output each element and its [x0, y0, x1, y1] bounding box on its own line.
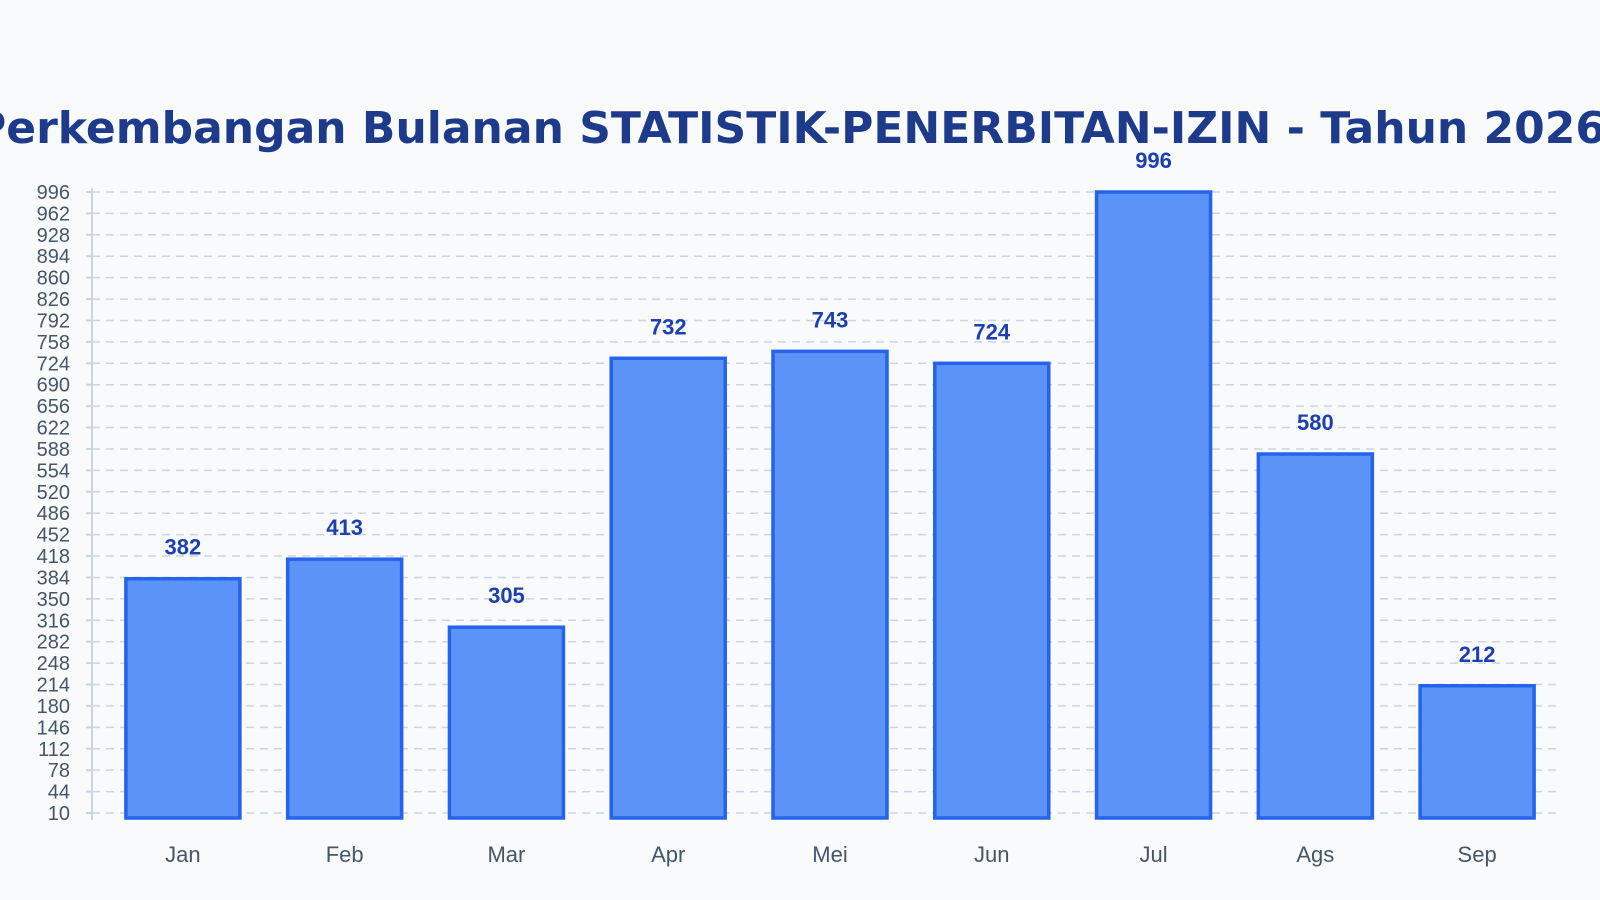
y-tick-label: 384	[37, 567, 70, 589]
y-tick-label: 826	[37, 289, 70, 311]
x-tick-label-mar: Mar	[487, 842, 525, 867]
y-tick-label: 588	[37, 439, 70, 461]
data-label-sep: 212	[1459, 642, 1496, 667]
y-tick-label: 656	[37, 396, 70, 418]
x-tick-label-jul: Jul	[1139, 842, 1167, 867]
bar-mei	[771, 349, 889, 820]
y-tick-label: 486	[37, 503, 70, 525]
bar-mar	[447, 625, 566, 820]
data-label-feb: 413	[326, 515, 363, 540]
x-tick-label-jan: Jan	[165, 842, 200, 867]
data-label-mei: 743	[812, 307, 849, 332]
x-tick-label-ags: Ags	[1296, 842, 1334, 867]
x-tick-label-sep: Sep	[1458, 842, 1497, 867]
y-tick-label: 554	[37, 460, 70, 482]
y-tick-label: 724	[37, 353, 70, 375]
y-tick-label: 622	[37, 418, 70, 440]
y-tick-label: 758	[37, 332, 70, 354]
y-tick-label: 248	[37, 653, 70, 675]
x-axis: Jan Feb Mar Apr Mei Jun Jul Ags Sep	[165, 842, 1497, 867]
bars	[124, 190, 1536, 820]
y-tick-label: 214	[37, 675, 70, 697]
y-tick-label: 418	[37, 546, 70, 568]
data-label-jul: 996	[1135, 148, 1172, 173]
data-label-apr: 732	[650, 314, 687, 339]
y-tick-label: 996	[37, 182, 70, 204]
data-labels: 382 413 305 732 743 724 996 580 212	[165, 148, 1496, 667]
bar-ags	[1256, 452, 1375, 820]
y-tick-label: 860	[37, 268, 70, 290]
bar-feb	[285, 557, 404, 820]
y-tick-label: 792	[37, 310, 70, 332]
x-tick-label-feb: Feb	[326, 842, 364, 867]
y-tick-label: 180	[37, 696, 70, 718]
y-tick-label: 282	[37, 632, 70, 654]
bar-jan	[124, 576, 242, 820]
chart-title: Perkembangan Bulanan STATISTIK-PENERBITA…	[0, 103, 1600, 154]
bar-sep	[1418, 684, 1536, 820]
bar-apr	[609, 356, 727, 820]
y-tick-label: 928	[37, 225, 70, 247]
data-label-ags: 580	[1297, 410, 1334, 435]
y-tick-label: 112	[38, 739, 70, 761]
y-tick-label: 78	[48, 760, 70, 782]
x-tick-label-mei: Mei	[812, 842, 847, 867]
y-tick-label: 452	[37, 525, 70, 547]
y-axis: 1044781121461802142482823163503844184524…	[37, 182, 93, 825]
y-tick-label: 350	[37, 589, 70, 611]
y-tick-label: 44	[48, 782, 70, 804]
y-tick-label: 10	[48, 803, 70, 825]
x-tick-label-apr: Apr	[651, 842, 685, 867]
y-tick-label: 962	[37, 203, 70, 225]
y-tick-label: 894	[37, 246, 70, 268]
y-tick-label: 690	[37, 375, 70, 397]
x-tick-label-jun: Jun	[974, 842, 1009, 867]
data-label-jun: 724	[973, 319, 1010, 344]
data-label-mar: 305	[488, 583, 525, 608]
y-tick-label: 520	[37, 482, 70, 504]
y-tick-label: 316	[37, 610, 70, 632]
data-label-jan: 382	[165, 535, 202, 560]
bar-jul	[1094, 190, 1213, 820]
y-tick-label: 146	[37, 717, 70, 739]
bar-jun	[933, 361, 1051, 820]
